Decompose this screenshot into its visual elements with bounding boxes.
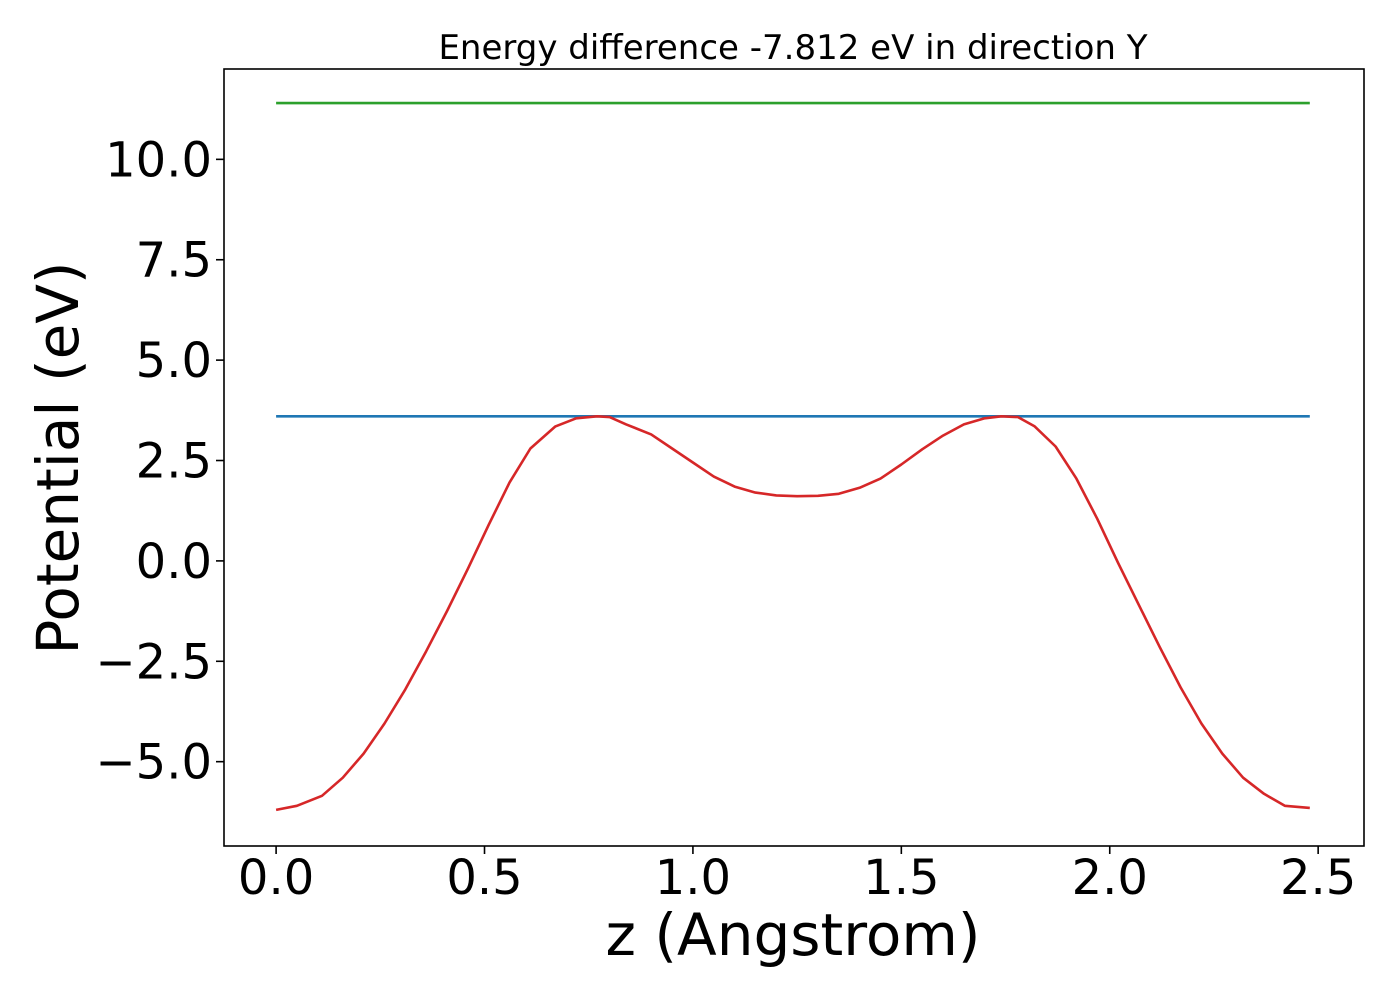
y-tick-label: 7.5 [136,233,212,289]
y-tick-label: 0.0 [136,534,212,590]
y-tick-label: 5.0 [136,333,212,389]
x-axis: 0.0 0.5 1.0 1.5 2.0 2.5 [238,846,1356,906]
x-tick-label: 2.5 [1280,850,1356,906]
x-tick-label: 1.5 [863,850,939,906]
plot-frame [223,68,1365,847]
chart-title: Energy difference -7.812 eV in direction… [438,28,1147,68]
series-line-3 [275,414,1310,812]
y-axis-label: Potential (eV) [24,261,92,654]
x-tick-label: 1.0 [655,850,731,906]
y-tick-label: −5.0 [95,735,212,791]
y-axis: −5.0 −2.5 0.0 2.5 5.0 7.5 10.0 [95,132,224,791]
x-axis-label: z (Angstrom) [606,901,981,969]
x-tick-label: 0.5 [446,850,522,906]
plot-area [275,101,1310,812]
x-tick-label: 0.0 [238,850,314,906]
y-tick-label: 10.0 [105,132,212,188]
y-tick-label: 2.5 [136,434,212,490]
y-tick-label: −2.5 [95,634,212,690]
x-tick-label: 2.0 [1072,850,1148,906]
